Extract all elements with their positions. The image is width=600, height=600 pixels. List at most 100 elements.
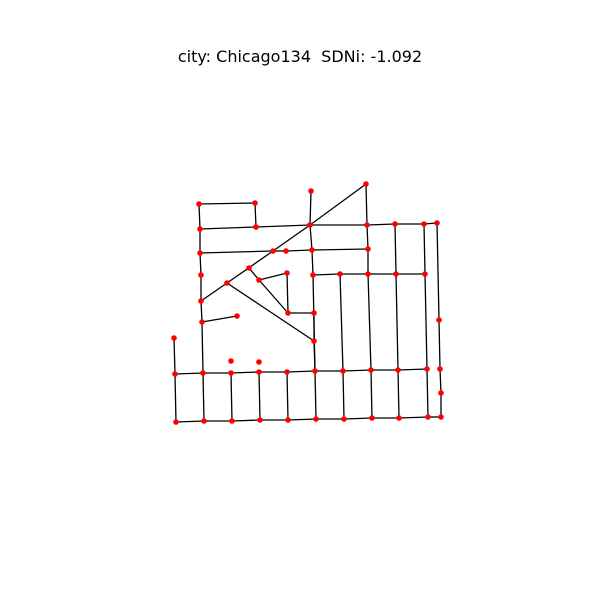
- street-edge: [286, 371, 289, 421]
- intersection-node: [424, 366, 430, 372]
- street-edge: [439, 368, 442, 394]
- street-edge: [339, 273, 344, 372]
- intersection-node: [224, 280, 230, 286]
- intersection-node: [246, 265, 252, 271]
- street-edge: [272, 224, 311, 252]
- intersection-node: [422, 271, 428, 277]
- intersection-node: [311, 310, 317, 316]
- intersection-node: [365, 246, 371, 252]
- intersection-node: [308, 188, 314, 194]
- intersection-node: [368, 367, 374, 373]
- intersection-node: [229, 418, 235, 424]
- street-edge: [397, 368, 428, 371]
- intersection-node: [172, 371, 178, 377]
- street-edge: [173, 337, 176, 375]
- street-edge: [313, 340, 316, 372]
- street-edge: [258, 279, 289, 314]
- street-edge: [365, 183, 368, 226]
- intersection-node: [252, 200, 258, 206]
- street-edge: [309, 183, 367, 226]
- intersection-node: [364, 222, 370, 228]
- intersection-node: [256, 369, 262, 375]
- intersection-node: [309, 247, 315, 253]
- street-edge: [424, 273, 428, 370]
- intersection-node: [200, 370, 206, 376]
- intersection-node: [337, 271, 343, 277]
- street-edge: [343, 417, 373, 420]
- intersection-node: [270, 248, 276, 254]
- intersection-node: [436, 317, 442, 323]
- intersection-node: [313, 416, 319, 422]
- street-edge: [201, 315, 238, 323]
- intersection-node: [285, 417, 291, 423]
- street-edge: [286, 370, 316, 373]
- street-edge: [311, 249, 314, 276]
- intersection-node: [307, 222, 313, 228]
- intersection-node: [393, 271, 399, 277]
- street-edge: [287, 418, 317, 421]
- street-edge: [370, 369, 373, 419]
- street-edge: [254, 202, 257, 228]
- intersection-node: [284, 369, 290, 375]
- street-edge: [366, 223, 396, 226]
- street-edge: [255, 224, 311, 228]
- intersection-node: [365, 271, 371, 277]
- intersection-node: [395, 367, 401, 373]
- intersection-node: [256, 359, 262, 365]
- intersection-node: [199, 319, 205, 325]
- intersection-node: [228, 370, 234, 376]
- street-edge: [285, 249, 313, 252]
- street-edge: [311, 248, 369, 251]
- street-edge: [230, 371, 260, 374]
- intersection-nodes: [171, 181, 444, 425]
- intersection-node: [311, 338, 317, 344]
- intersection-node: [425, 414, 431, 420]
- intersection-node: [198, 298, 204, 304]
- street-edge: [175, 420, 205, 423]
- street-edge: [309, 224, 313, 251]
- street-edge: [367, 273, 372, 371]
- intersection-node: [434, 220, 440, 226]
- intersection-node: [438, 390, 444, 396]
- street-edge: [312, 273, 341, 276]
- street-edge: [397, 369, 400, 419]
- intersection-node: [197, 250, 203, 256]
- intersection-node: [253, 224, 259, 230]
- intersection-node: [363, 181, 369, 187]
- intersection-node: [438, 414, 444, 420]
- intersection-node: [392, 221, 398, 227]
- intersection-node: [396, 415, 402, 421]
- street-edge: [200, 300, 203, 323]
- street-edge: [314, 370, 317, 420]
- intersection-node: [173, 419, 179, 425]
- intersection-node: [283, 248, 289, 254]
- intersection-node: [369, 415, 375, 421]
- figure-title: city: Chicago134 SDNi: -1.092: [177, 47, 423, 66]
- intersection-node: [228, 358, 234, 364]
- street-edge: [230, 372, 233, 422]
- intersection-node: [310, 272, 316, 278]
- intersection-node: [198, 272, 204, 278]
- street-edge: [202, 372, 205, 422]
- intersection-node: [340, 368, 346, 374]
- street-edge: [395, 273, 399, 371]
- street-edge: [199, 226, 257, 230]
- intersection-node: [341, 416, 347, 422]
- intersection-node: [421, 221, 427, 227]
- street-edge: [174, 373, 177, 423]
- street-edge: [309, 190, 312, 226]
- street-edge: [366, 224, 369, 250]
- street-edge: [342, 370, 345, 420]
- intersection-node: [171, 335, 177, 341]
- street-edge: [436, 222, 440, 321]
- intersection-node: [197, 226, 203, 232]
- street-edge: [231, 419, 261, 422]
- street-edge: [286, 272, 289, 314]
- street-edge: [258, 371, 261, 421]
- intersection-node: [201, 418, 207, 424]
- intersection-node: [257, 417, 263, 423]
- street-edge: [199, 250, 274, 254]
- street-edge: [201, 321, 204, 374]
- street-edge: [198, 203, 201, 230]
